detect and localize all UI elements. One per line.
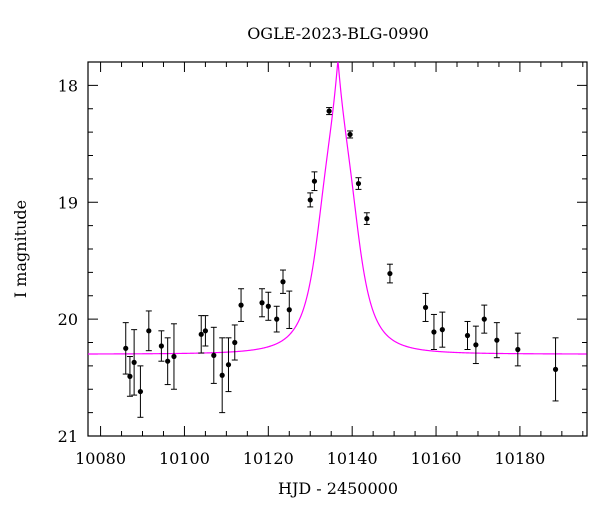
plot-area: 10080 10100 10120 10140 10160 10180 18 19 20 21	[58, 61, 588, 468]
data-point	[259, 288, 266, 318]
data-point	[386, 263, 393, 284]
point-marker	[326, 108, 332, 114]
point-marker	[158, 343, 164, 349]
y-tick-label: 20	[58, 310, 78, 329]
point-marker	[265, 303, 271, 309]
x-tick-label: 10140	[327, 449, 378, 468]
point-marker	[146, 328, 152, 334]
point-marker	[387, 270, 393, 277]
y-tick-label: 18	[58, 76, 78, 95]
point-marker	[280, 279, 286, 285]
point-marker	[552, 366, 559, 372]
data-point	[198, 315, 205, 354]
point-marker	[274, 316, 280, 322]
data-point	[225, 337, 232, 393]
point-marker	[259, 300, 265, 306]
data-point	[422, 292, 429, 322]
point-marker	[481, 316, 487, 322]
point-marker	[225, 362, 232, 368]
data-point	[265, 291, 272, 321]
axis-ticks	[88, 61, 587, 437]
axis-tick-labels: 10080 10100 10120 10140 10160 10180 18 19 20 21	[58, 76, 546, 468]
point-marker	[422, 304, 429, 311]
data-point	[145, 310, 152, 352]
point-marker	[137, 388, 144, 395]
data-point	[347, 130, 354, 139]
data-point	[137, 365, 144, 418]
data-point	[430, 313, 437, 351]
point-marker	[355, 180, 362, 187]
point-marker	[439, 327, 445, 333]
data-point	[326, 107, 333, 116]
data-point	[231, 324, 238, 361]
point-marker	[165, 358, 171, 364]
point-marker	[127, 373, 133, 379]
model-curve	[88, 61, 587, 355]
data-point	[170, 323, 177, 390]
point-marker	[219, 372, 225, 378]
data-point	[472, 325, 479, 365]
data-point	[286, 290, 293, 329]
point-marker	[171, 353, 177, 360]
data-point	[552, 337, 559, 402]
data-point	[311, 171, 318, 192]
data-point	[307, 192, 314, 208]
data-point	[158, 330, 165, 362]
point-marker	[211, 352, 217, 358]
x-tick-label: 10180	[494, 449, 545, 468]
data-point	[493, 322, 500, 359]
data-point	[481, 304, 488, 334]
point-marker	[515, 346, 521, 353]
point-marker	[364, 216, 370, 222]
point-marker	[431, 329, 437, 335]
x-tick-label: 10080	[75, 449, 126, 468]
data-point	[279, 269, 286, 294]
point-marker	[347, 131, 353, 138]
data-point	[164, 337, 171, 386]
x-tick-label: 10120	[243, 449, 294, 468]
data-point	[464, 320, 471, 351]
chart-title: OGLE-2023-BLG-0990	[247, 24, 429, 43]
data-point	[202, 315, 209, 347]
point-marker	[131, 359, 137, 365]
point-marker	[307, 197, 313, 203]
point-marker	[202, 328, 209, 334]
y-tick-label: 21	[58, 427, 78, 446]
data-point	[210, 326, 217, 384]
point-marker	[494, 337, 500, 343]
point-marker	[473, 342, 479, 348]
data-point	[514, 332, 521, 367]
data-point	[273, 305, 280, 333]
y-axis-label: I magnitude	[11, 200, 30, 298]
data-point	[126, 356, 133, 397]
data-point	[219, 337, 226, 414]
data-point	[439, 311, 446, 348]
data-point	[363, 212, 370, 225]
y-tick-label: 19	[58, 193, 78, 212]
x-tick-label: 10100	[159, 449, 210, 468]
point-marker	[286, 307, 292, 313]
data-point	[122, 322, 129, 375]
data-point	[131, 329, 138, 396]
data-point	[238, 288, 245, 322]
x-tick-label: 10160	[411, 449, 462, 468]
data-points	[122, 107, 559, 418]
point-marker	[464, 332, 471, 339]
point-marker	[238, 302, 244, 308]
point-marker	[311, 178, 318, 184]
point-marker	[232, 339, 238, 346]
point-marker	[123, 345, 129, 351]
point-marker	[198, 331, 204, 337]
data-point	[355, 177, 362, 190]
x-axis-label: HJD - 2450000	[278, 479, 398, 498]
plot-frame	[87, 61, 588, 437]
